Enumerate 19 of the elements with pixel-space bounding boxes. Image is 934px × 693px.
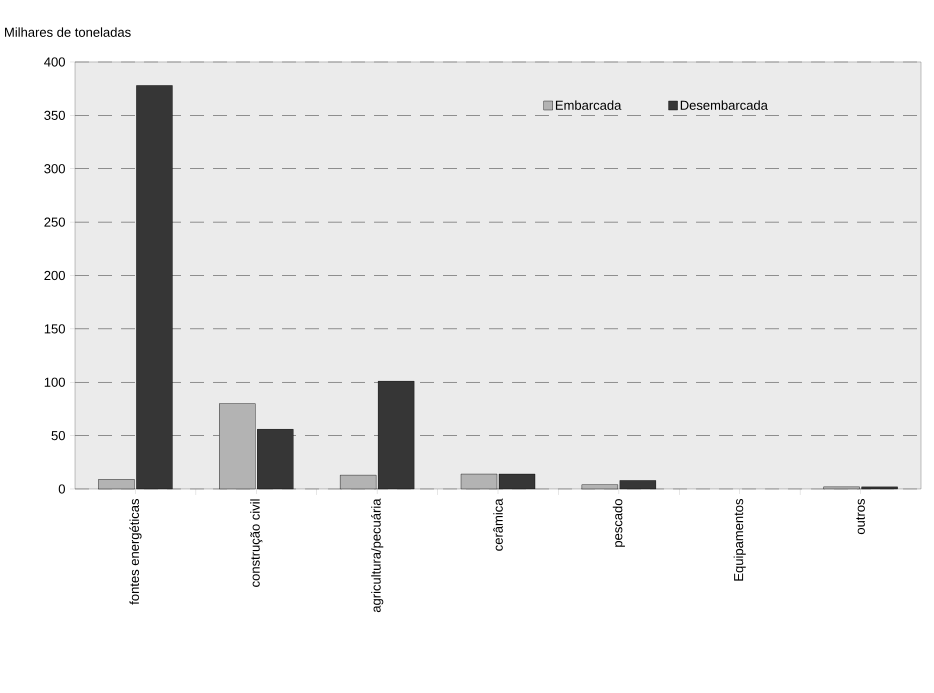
- y-tick-label: 350: [44, 110, 65, 120]
- x-tick-label: outros: [856, 498, 865, 534]
- x-tick-label: Equipamentos: [734, 499, 746, 581]
- y-tick-label: 200: [44, 270, 65, 280]
- y-tick-label: 0: [58, 484, 65, 494]
- y-tick-label: 250: [44, 218, 65, 227]
- x-tick-label: agricultura/pecuária: [371, 498, 384, 612]
- x-tick-label: fontes energéticas: [129, 499, 142, 605]
- x-tick-label: pescado: [612, 499, 625, 547]
- y-tick-label: 300: [44, 164, 65, 174]
- legend-label: Desembarcada: [680, 100, 768, 110]
- y-tick-label: 400: [44, 57, 65, 67]
- y-tick-label: 100: [44, 378, 65, 387]
- x-tick-label: construção civil: [250, 499, 262, 587]
- x-tick-label: cerâmica: [493, 498, 503, 551]
- y-tick-label: 150: [44, 324, 65, 334]
- legend-label: Embarcada: [556, 100, 622, 110]
- y-axis-title: Milhares de toneladas: [5, 27, 131, 37]
- y-tick-label: 50: [52, 431, 65, 440]
